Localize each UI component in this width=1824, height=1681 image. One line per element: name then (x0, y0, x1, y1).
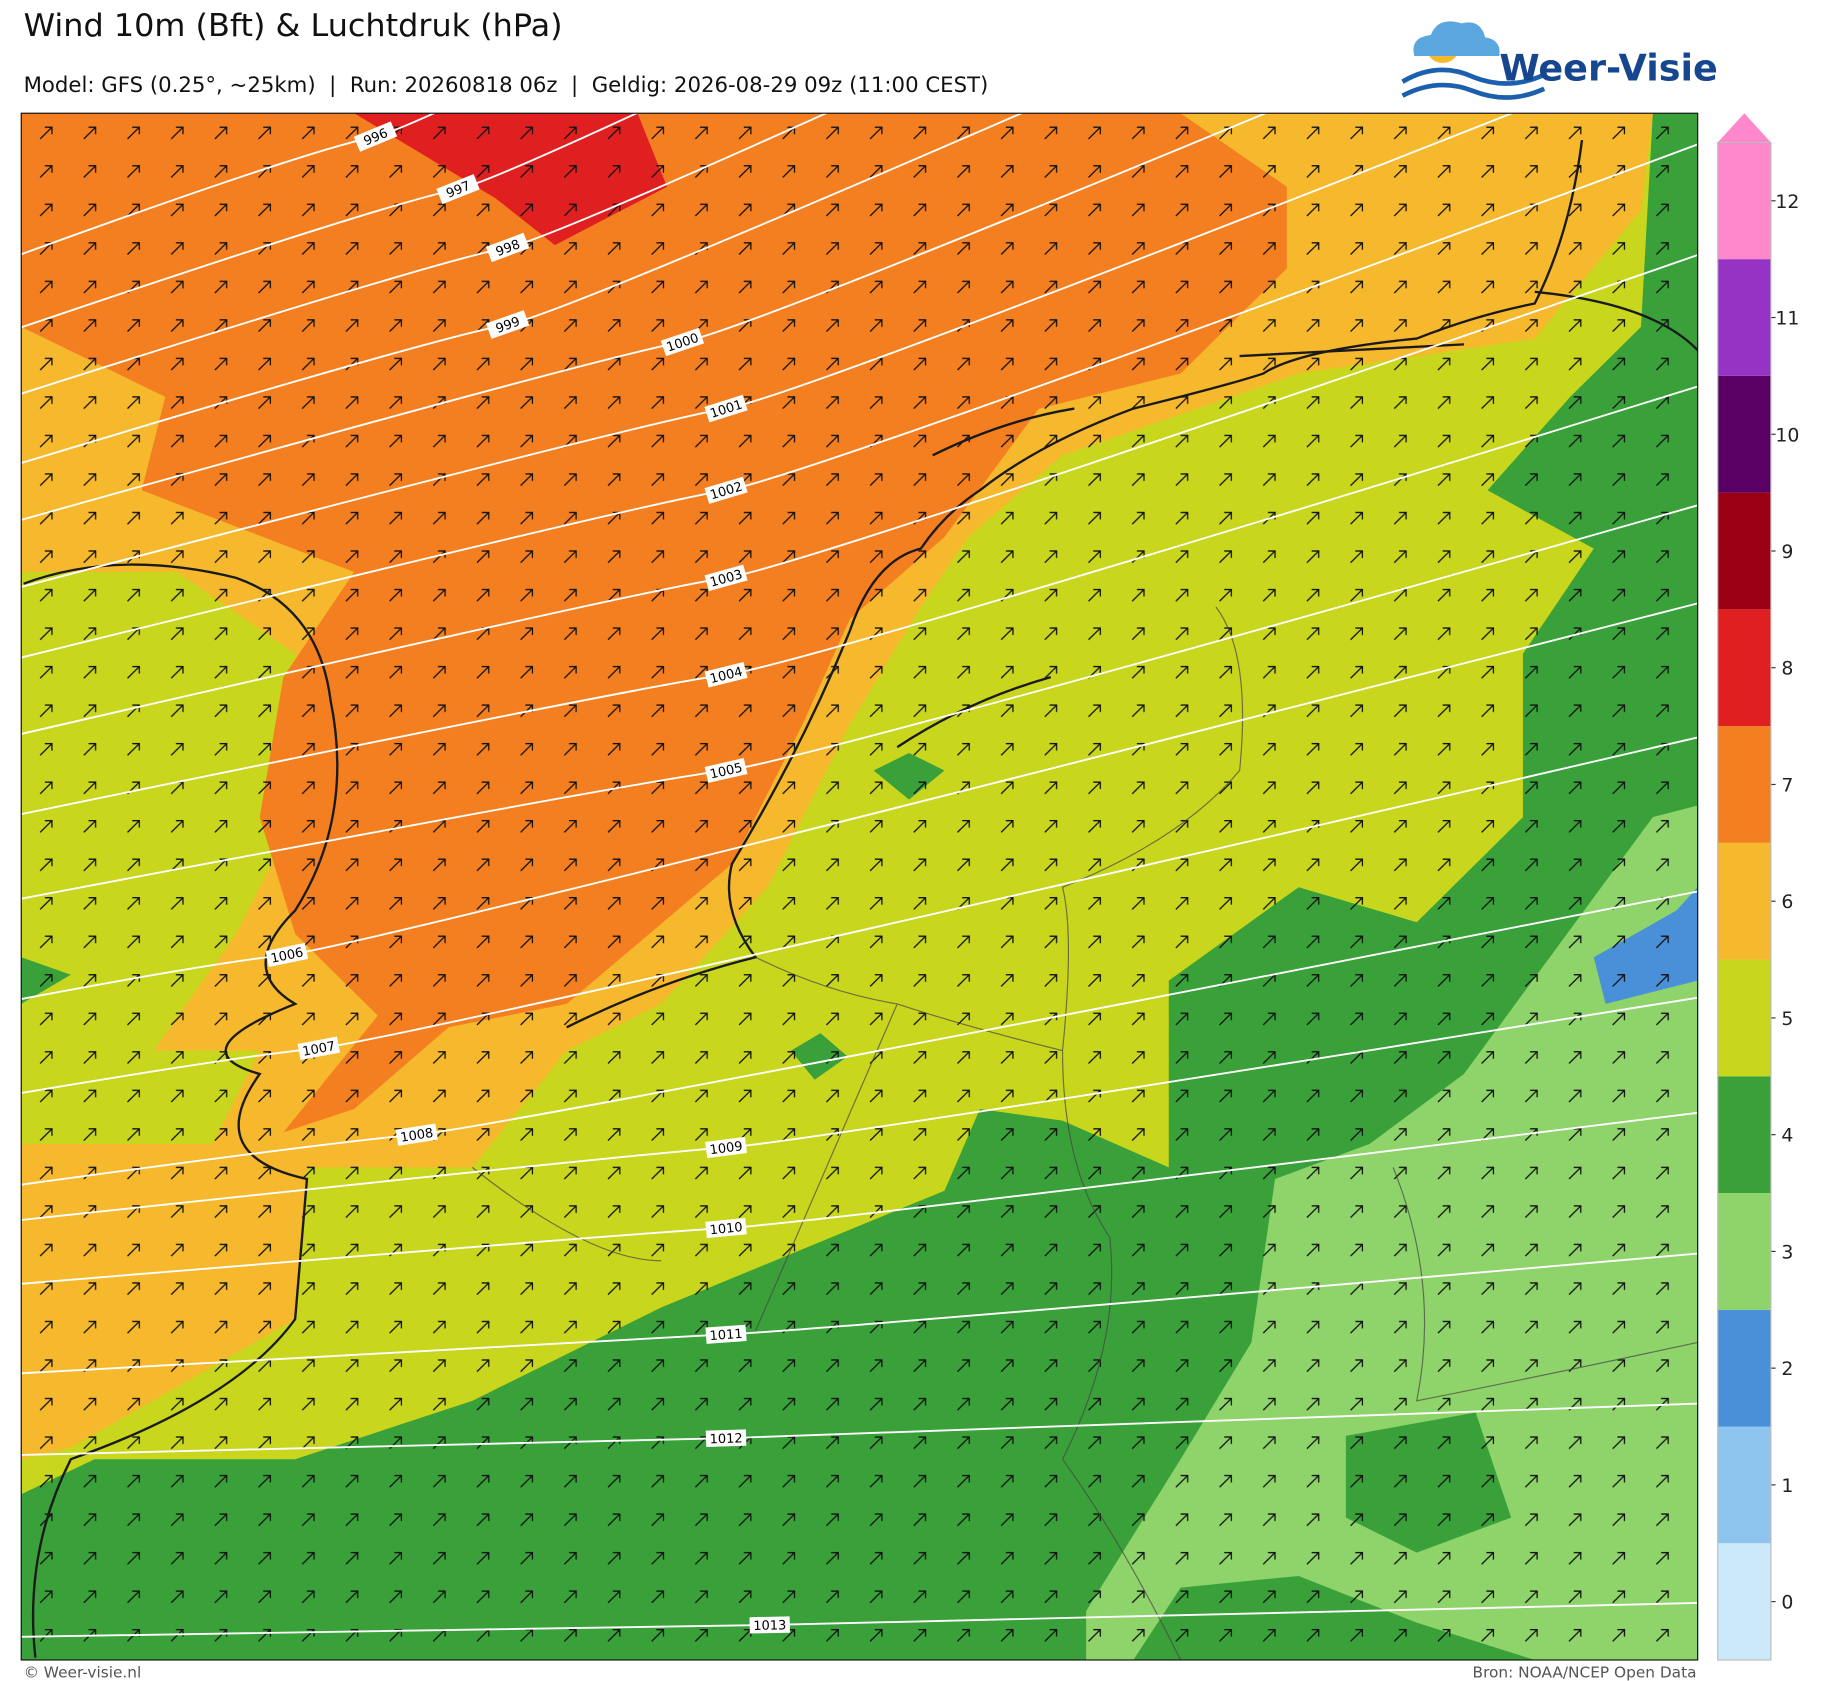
colorbar-label: 9 (1781, 542, 1793, 563)
label-box (660, 327, 705, 357)
colorbar-label: 4 (1781, 1126, 1793, 1147)
isobar-value: 1009 (709, 1139, 744, 1158)
colorbar-segment (1717, 492, 1771, 610)
isobar-label: 1010 (705, 1217, 747, 1239)
isobar-value: 1012 (709, 1431, 742, 1447)
colorbar-segment (1717, 842, 1771, 960)
colorbar-segment (1717, 609, 1771, 727)
coastline (23, 563, 339, 1658)
label-box (704, 476, 748, 504)
colorbar-label: 6 (1781, 892, 1793, 913)
colorbar-label: 7 (1781, 776, 1793, 797)
label-box (705, 1136, 748, 1159)
label-box (297, 1036, 341, 1061)
isobar (21, 113, 829, 395)
isobar-label: 1013 (749, 1616, 790, 1634)
coastline (896, 290, 1698, 749)
border (471, 606, 1698, 1660)
isobar-value: 1005 (709, 761, 745, 783)
colorbar-segment (1717, 1309, 1771, 1427)
isobar-value: 1010 (709, 1220, 743, 1238)
label-box (704, 564, 748, 592)
label-box (704, 394, 748, 423)
isobar-label: 1011 (705, 1324, 747, 1344)
subtitle: Model: GFS (0.25°, ~25km) | Run: 2026081… (24, 72, 989, 98)
label-box (353, 121, 398, 152)
label-box (705, 1217, 747, 1239)
colorbar-segment (1717, 259, 1771, 376)
title: Wind 10m (Bft) & Luchtdruk (hPa) (24, 8, 563, 44)
isobar-value: 1013 (753, 1618, 786, 1634)
label-box (436, 174, 480, 205)
colorbar-frame (1717, 141, 1772, 1661)
isobar-label: 1009 (705, 1136, 748, 1159)
map-frame (20, 112, 1699, 1661)
label-box (395, 1123, 438, 1146)
colorbar-segment (1717, 1543, 1771, 1660)
colorbar-segment (1717, 1193, 1771, 1310)
colorbar-label: 3 (1781, 1243, 1793, 1264)
colorbar-label: 8 (1781, 659, 1793, 680)
colorbar-segment (1717, 1076, 1771, 1194)
isobar-label: 1007 (297, 1036, 341, 1061)
colorbar-segment (1717, 726, 1771, 843)
isobar (21, 113, 1024, 464)
footer-right: Bron: NOAA/NCEP Open Data (1473, 1664, 1697, 1681)
isobar (21, 736, 1698, 1094)
label-box (485, 232, 530, 263)
isobar-value: 1011 (709, 1327, 743, 1344)
isobar (21, 890, 1698, 1186)
isobar-value: 1007 (301, 1039, 336, 1060)
colorbar-segment (1717, 1426, 1771, 1544)
map: 9969979989991000100110021003100410051006… (21, 113, 1698, 1660)
colorbar-extend (1717, 113, 1771, 143)
label-box (705, 1324, 747, 1344)
isobar-label: 1012 (705, 1429, 747, 1447)
label-box (485, 310, 530, 339)
label-box (704, 661, 748, 688)
coastline (566, 139, 1584, 1029)
label-box (265, 942, 309, 967)
colorbar-label: 2 (1781, 1359, 1793, 1380)
isobar-label: 1005 (704, 758, 748, 783)
wind-arrows (21, 113, 1698, 1660)
colorbar-label: 5 (1781, 1009, 1793, 1030)
colorbar-segment (1717, 959, 1771, 1077)
isobar-label: 1008 (395, 1123, 438, 1146)
label-box (705, 1429, 747, 1447)
colorbar-label: 12 (1775, 192, 1799, 213)
colorbar-label: 0 (1781, 1593, 1793, 1614)
colorbar-segment (1717, 375, 1771, 493)
label-box (704, 758, 748, 783)
colorbar-label: 1 (1781, 1476, 1793, 1497)
isobar (21, 113, 639, 329)
logo: Weer-Visie (1401, 21, 1718, 100)
logo-text: Weer-Visie (1499, 47, 1718, 90)
isobar-value: 1006 (269, 945, 304, 966)
footer-left: © Weer-visie.nl (24, 1664, 142, 1681)
isobar-value: 1008 (399, 1126, 434, 1146)
colorbar-label: 11 (1775, 309, 1799, 330)
colorbar-segment (1717, 142, 1771, 260)
colorbar-label: 10 (1775, 425, 1799, 446)
isobar-label: 1006 (265, 942, 309, 967)
isobar (21, 602, 1698, 1000)
label-box (749, 1616, 790, 1634)
isobar (21, 113, 437, 256)
